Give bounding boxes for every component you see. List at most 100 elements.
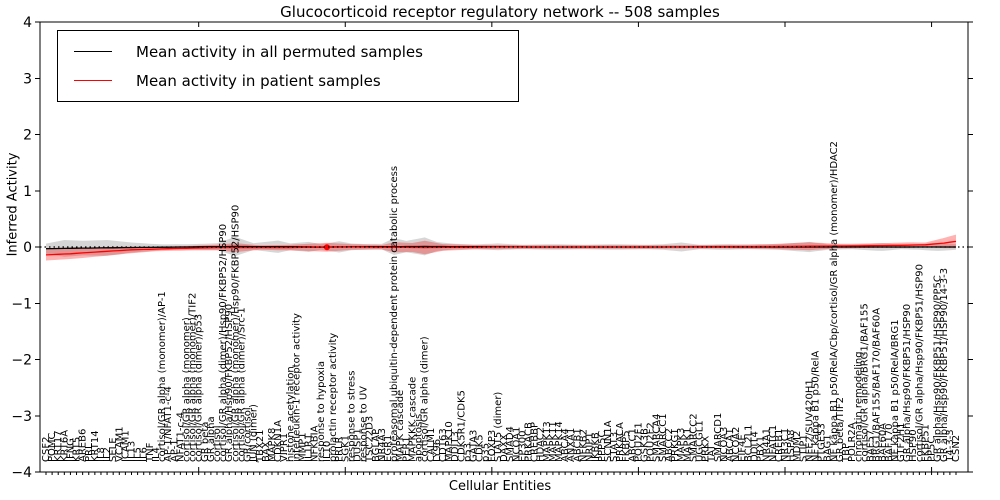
x-tick-label: BRG1/BAF155/BAF170/BAF60A <box>872 308 883 462</box>
x-tick-label: CDKN1A <box>273 420 284 462</box>
x-tick-label: IL1R1 <box>304 434 315 462</box>
x-tick-label: CSN2 <box>951 435 962 462</box>
x-tick-label: CD163 <box>438 428 449 462</box>
x-tick-label: SGK1 <box>340 435 351 462</box>
x-tick-label: MAPK1 <box>682 428 693 462</box>
x-tick-label: p35 <box>481 443 492 462</box>
x-tick-label: BCL2L1 <box>743 424 754 462</box>
x-tick-label: NFATC1 <box>768 425 779 462</box>
mean-line-1 <box>45 240 957 256</box>
x-tick-label: VIPR1 <box>279 433 290 462</box>
x-tick-label: IL2 <box>102 447 113 462</box>
x-tick-label: NF kappa B1 p50/RelA <box>811 351 822 462</box>
x-tick-label: chromatin remodeling <box>853 351 864 462</box>
x-tick-label: GR alpha <box>206 416 217 462</box>
legend-line-permuted-icon <box>74 51 112 52</box>
x-tick-label: CREB1 <box>774 429 785 462</box>
x-tick-label: CALM1 <box>426 428 437 462</box>
x-tick-label: NCOA3 <box>719 427 730 462</box>
x-tick-label: GR alpha/Hsp90/FKBP51/HSP90/PP5C <box>933 275 944 462</box>
y-tick-label: 1 <box>23 184 32 200</box>
x-tick-label: IL6 <box>139 447 150 462</box>
x-tick-label: CREBBP <box>530 422 541 462</box>
x-tick-label: AP-1/NFAT1-c-4 <box>163 386 174 462</box>
x-tick-label: PP5C <box>927 437 938 462</box>
y-tick-label: −1 <box>11 296 32 312</box>
x-tick-label: PRL <box>84 443 95 462</box>
x-tick-label: POU2F2 <box>646 422 657 462</box>
x-tick-label: GSK3B <box>640 428 651 462</box>
y-tick-label: −3 <box>11 409 32 425</box>
x-tick-label: cortisol/GR alpha/Hsp90/FKBP51/HSP90 <box>914 264 925 462</box>
x-tick-label: cortisol/GR alpha (monomer)/AP-1 <box>157 291 168 462</box>
x-tick-label: MAPK14 <box>554 421 565 462</box>
x-tick-label: PRKACB <box>524 422 535 462</box>
x-tick-label: cortisol/GR alpha (monomer)/TIF2 <box>188 293 199 462</box>
x-tick-label: SMAD4 <box>505 426 516 462</box>
x-tick-label: PTGES3 <box>817 423 828 462</box>
x-tick-label: 14-3-3 <box>945 429 956 462</box>
x-tick-label: GR alpha/Hsp90/FKBP51/HSP90 <box>902 304 913 462</box>
x-tick-label: PRKX <box>701 435 712 462</box>
x-tick-label: GR/cortisol <box>243 407 254 462</box>
x-tick-label: IL5 <box>133 447 144 462</box>
x-tick-label: CDK5R1/CDK5 <box>456 390 467 462</box>
x-tick-label: TSC22D3 <box>365 416 376 463</box>
legend: Mean activity in all permuted samples Me… <box>57 30 519 102</box>
x-tick-label: MMP1 <box>298 432 309 462</box>
x-tick-label: GR alpha/Hsp90/FKBP51/HSP90/14-3-3 <box>939 268 950 462</box>
x-tick-label: EGR1 <box>383 435 394 462</box>
x-tick-label: GR beta <box>200 422 211 462</box>
x-tick-label: MAPK13 <box>542 421 553 462</box>
x-tick-label: cortisol/GR alpha (monomer)/Hsp90/FKBP52… <box>230 205 241 462</box>
x-tick-label: NFAT1-c-4 <box>175 412 186 462</box>
y-tick-label: 3 <box>23 71 32 87</box>
x-tick-label: GTF2H1 <box>896 423 907 463</box>
x-tick-label: IFNG <box>65 438 76 462</box>
legend-line-patient-icon <box>74 80 112 81</box>
x-tick-label: VCAM1 <box>114 426 125 462</box>
x-tick-label: GR beta/TIF2 <box>835 397 846 462</box>
x-tick-label: cortisol/GR alpha (dimer) <box>420 336 431 462</box>
x-tick-label: POU2F1 <box>633 422 644 462</box>
y-tick-label: −2 <box>11 353 32 369</box>
x-tick-label: NRIP1 <box>585 432 596 462</box>
x-tick-label: BAF60A <box>878 423 889 462</box>
x-tick-label: BAF170 <box>884 423 895 462</box>
x-tick-label: STAT3 <box>609 432 620 462</box>
legend-label-permuted: Mean activity in all permuted samples <box>136 42 423 61</box>
x-tick-label: GATA3 <box>469 430 480 462</box>
x-tick-label: MAPK10 <box>444 421 455 462</box>
x-tick-label: ABCC1 <box>627 428 638 462</box>
x-tick-label: interleukin-1 receptor activity <box>291 313 302 462</box>
x-tick-label: AP-1 <box>169 439 180 462</box>
chart-title: Glucocorticoid receptor regulatory netwo… <box>280 3 720 21</box>
x-tick-label: cortisol/GR alpha/BRG1/BAF155 <box>859 303 870 462</box>
x-tick-label: EP300 <box>517 431 528 462</box>
x-tick-label: BGLAP <box>371 429 382 462</box>
x-tick-label: ABCB1 <box>572 428 583 462</box>
legend-label-patient: Mean activity in patient samples <box>136 71 381 90</box>
x-tick-label: IL4 <box>151 447 162 462</box>
x-tick-label: FOXP3 <box>487 430 498 462</box>
x-tick-label: TNF <box>145 442 156 463</box>
x-tick-label: PRKACA <box>615 422 626 462</box>
x-tick-label: CDK5 <box>475 434 486 462</box>
x-tick-label: response to UV <box>359 386 370 462</box>
x-tick-label: IL10 <box>322 441 333 462</box>
x-tick-label: ICAM1 <box>120 430 131 462</box>
x-tick-label: MAPK cascade <box>395 390 406 462</box>
x-tick-label: KRT6A <box>59 430 70 462</box>
x-tick-label: BAX <box>261 441 272 462</box>
y-tick-label: 0 <box>23 240 32 256</box>
x-tick-label: SMARCA4 <box>652 414 663 462</box>
x-tick-label: HSPA8 <box>786 430 797 462</box>
x-tick-label: TBX21 <box>255 429 266 463</box>
x-tick-label: prolactin receptor activity <box>328 333 339 462</box>
x-tick-label: cortisol <box>212 425 223 462</box>
x-tick-label: NR3C1 <box>780 428 791 462</box>
x-tick-label: NFKBIA <box>310 425 321 462</box>
x-tick-label: IKBKB <box>591 432 602 462</box>
x-tick-label: AREB6 <box>78 429 89 462</box>
